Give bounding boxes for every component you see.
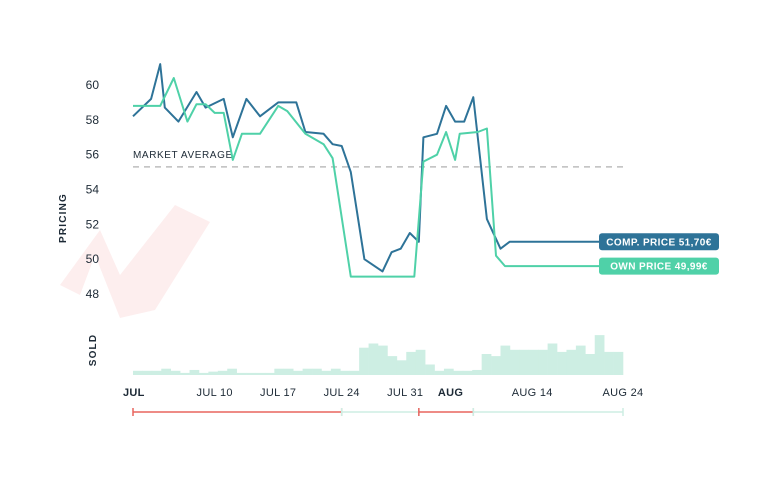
sold-bar bbox=[538, 349, 548, 375]
sold-bar bbox=[378, 345, 388, 375]
sold-bar bbox=[491, 356, 501, 375]
sold-bar bbox=[406, 351, 416, 375]
sold-bar bbox=[557, 351, 567, 375]
y-axis-title: PRICING bbox=[58, 193, 69, 243]
sold-bar bbox=[274, 368, 285, 375]
sold-bar bbox=[255, 372, 266, 375]
x-tick-label: AUG bbox=[438, 387, 463, 399]
sold-bar bbox=[161, 368, 171, 375]
sold-bar bbox=[462, 370, 473, 375]
x-tick-label: JUL 31 bbox=[387, 387, 423, 399]
sold-axis-title: SOLD bbox=[88, 334, 99, 367]
series-layer bbox=[132, 63, 623, 278]
sold-bar bbox=[594, 335, 605, 375]
sold-bar bbox=[217, 370, 228, 375]
sold-bar bbox=[453, 370, 464, 375]
x-tick-label: AUG 14 bbox=[512, 387, 553, 399]
end-label-badge bbox=[599, 257, 719, 275]
x-axis-ticks: JUL JUL 10 JUL 17 JUL 24 JUL 31 AUG AUG 14 AUG … bbox=[123, 387, 643, 399]
end-label-text: OWN PRICE 49,99€ bbox=[610, 262, 708, 273]
sold-bar bbox=[236, 372, 247, 375]
sold-bar bbox=[387, 356, 398, 375]
sold-bar bbox=[227, 368, 237, 375]
watermark-logo bbox=[60, 205, 210, 318]
sold-bar bbox=[293, 370, 303, 375]
sold-bar bbox=[575, 345, 586, 375]
end-labels: COMP. PRICE 51,70€ OWN PRICE 49,99€ bbox=[599, 233, 719, 275]
end-label-text: COMP. PRICE 51,70€ bbox=[606, 237, 711, 248]
sold-bar bbox=[547, 343, 558, 375]
timeline-segments bbox=[132, 408, 624, 416]
x-tick-label: JUL bbox=[123, 387, 145, 399]
sold-bars bbox=[133, 335, 624, 375]
sold-bar bbox=[604, 351, 614, 375]
sold-bar bbox=[472, 369, 482, 375]
sold-bar bbox=[330, 368, 341, 375]
sold-bar bbox=[349, 370, 360, 375]
y-tick-label: 48 bbox=[86, 287, 100, 301]
sold-bar bbox=[312, 368, 322, 375]
sold-bar bbox=[434, 370, 445, 375]
sold-bar bbox=[509, 349, 520, 375]
y-axis-ticks: 48 50 52 54 56 58 60 bbox=[86, 78, 100, 301]
sold-bar bbox=[566, 349, 577, 375]
sold-bar bbox=[500, 345, 511, 375]
sold-bar bbox=[585, 354, 596, 375]
y-tick-label: 52 bbox=[86, 217, 100, 231]
sold-bar bbox=[528, 349, 539, 375]
sold-bar bbox=[208, 371, 219, 375]
y-tick-label: 60 bbox=[86, 78, 100, 92]
market-average-label: MARKET AVERAGE bbox=[133, 150, 233, 161]
sold-bar bbox=[481, 354, 492, 375]
sold-bar bbox=[340, 370, 351, 375]
sold-bar bbox=[142, 370, 153, 375]
sold-bar bbox=[415, 349, 426, 375]
sold-bar bbox=[180, 372, 190, 375]
x-tick-label: JUL 17 bbox=[260, 387, 296, 399]
sold-bar bbox=[133, 370, 143, 375]
sold-bar bbox=[396, 360, 407, 375]
y-tick-label: 56 bbox=[86, 148, 100, 162]
sold-bar bbox=[359, 347, 369, 375]
sold-bar bbox=[198, 372, 209, 375]
series-line-comp-price bbox=[132, 63, 623, 273]
sold-bar bbox=[443, 368, 454, 375]
y-tick-label: 58 bbox=[86, 113, 100, 127]
series-line-own-price bbox=[133, 77, 623, 278]
end-label-badge bbox=[599, 233, 719, 251]
sold-bar bbox=[170, 370, 181, 375]
sold-bar bbox=[189, 369, 200, 375]
x-tick-label: JUL 24 bbox=[324, 387, 360, 399]
sold-bar bbox=[425, 364, 435, 375]
y-tick-label: 50 bbox=[86, 252, 100, 266]
y-tick-label: 54 bbox=[86, 183, 100, 197]
sold-bar bbox=[151, 370, 162, 375]
sold-bar bbox=[321, 370, 332, 375]
sold-bar bbox=[368, 343, 379, 375]
sold-bar bbox=[264, 372, 275, 375]
sold-bar bbox=[246, 372, 256, 375]
x-tick-label: AUG 24 bbox=[603, 387, 644, 399]
x-tick-label: JUL 10 bbox=[197, 387, 233, 399]
sold-bar bbox=[519, 349, 530, 375]
sold-bar bbox=[613, 351, 624, 375]
sold-bar bbox=[283, 368, 294, 375]
sold-bar bbox=[302, 368, 313, 375]
